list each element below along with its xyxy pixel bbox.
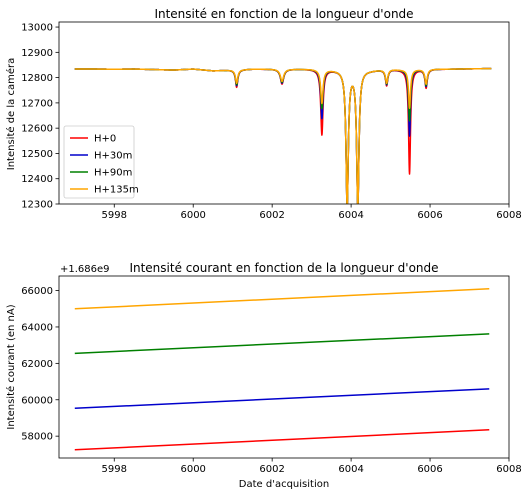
chart-bottom-ylabel: Intensité courant (en nA) [5, 304, 17, 429]
chart-bottom-title: Intensité courant en fonction de la long… [129, 261, 438, 275]
chart-bottom-offset-text: +1.686e9 [60, 264, 110, 275]
x-tick-label: 6008 [496, 464, 521, 475]
series-line-h-0 [74, 429, 490, 451]
legend-label-h-90m: H+90m [94, 168, 132, 179]
chart-top-yticks: 12300 12400 12500 12600 12700 12800 12900 13000 [21, 23, 59, 211]
legend-label-h-0: H+0 [94, 134, 116, 145]
y-tick-label: 12400 [21, 174, 53, 185]
x-tick-label: 5998 [102, 210, 127, 221]
chart-top-legend: H+0 H+30m H+90m H+135m [63, 125, 139, 199]
chart-bottom-yticks: 58000 60000 62000 64000 66000 [21, 286, 59, 443]
chart-top-frame [58, 21, 510, 205]
chart-bottom-series-group [74, 287, 490, 451]
y-tick-label: 12900 [21, 48, 53, 59]
series-line-h-90m [74, 333, 490, 355]
x-tick-label: 6008 [496, 210, 521, 221]
x-tick-label: 6006 [417, 210, 442, 221]
x-tick-label: 6000 [180, 464, 205, 475]
chart-bottom: Intensité courant en fonction de la long… [5, 261, 522, 490]
y-tick-label: 12700 [21, 98, 53, 109]
chart-bottom-xticks: 5998 6000 6002 6004 6006 6008 [102, 458, 522, 475]
y-tick-label: 58000 [21, 432, 53, 443]
y-tick-label: 64000 [21, 322, 53, 333]
series-line-h-135m [74, 67, 492, 204]
chart-bottom-frame [58, 275, 510, 459]
series-line-h-135m [74, 287, 490, 310]
series-line-h-30m [74, 388, 490, 410]
y-tick-label: 12600 [21, 124, 53, 135]
x-tick-label: 6004 [338, 464, 363, 475]
legend-label-h-135m: H+135m [94, 185, 139, 196]
y-tick-label: 62000 [21, 359, 53, 370]
y-tick-label: 12500 [21, 149, 53, 160]
y-tick-label: 13000 [21, 23, 53, 34]
chart-top: Intensité en fonction de la longueur d'o… [5, 7, 522, 221]
x-tick-label: 6002 [259, 210, 284, 221]
chart-top-xticks: 5998 6000 6002 6004 6006 6008 [102, 204, 522, 221]
legend-box [63, 125, 135, 199]
x-tick-label: 5998 [102, 464, 127, 475]
chart-bottom-xlabel: Date d'acquisition [239, 479, 329, 490]
y-tick-label: 12300 [21, 200, 53, 211]
x-tick-label: 6002 [259, 464, 284, 475]
x-tick-label: 6000 [180, 210, 205, 221]
y-tick-label: 12800 [21, 73, 53, 84]
chart-top-title: Intensité en fonction de la longueur d'o… [154, 7, 413, 21]
x-tick-label: 6004 [338, 210, 363, 221]
x-tick-label: 6006 [417, 464, 442, 475]
legend-label-h-30m: H+30m [94, 151, 132, 162]
y-tick-label: 60000 [21, 395, 53, 406]
chart-top-series-group [74, 67, 492, 204]
chart-top-ylabel: Intensité de la caméra [5, 58, 17, 170]
y-tick-label: 66000 [21, 286, 53, 297]
